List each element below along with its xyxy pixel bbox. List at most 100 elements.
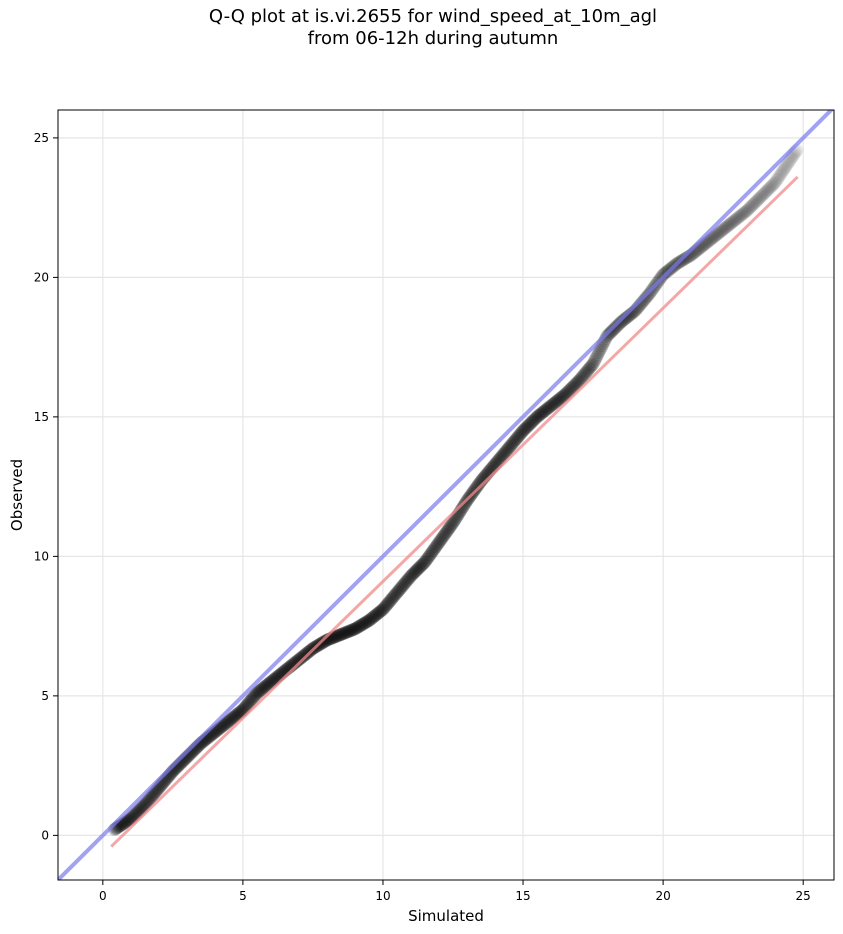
quantile-point — [435, 532, 449, 546]
quantile-point — [567, 379, 581, 393]
quantile-point — [233, 705, 247, 719]
y-tick-label: 25 — [34, 131, 49, 145]
quantile-point — [725, 215, 739, 229]
quantile-point — [751, 192, 765, 206]
quantile-point — [335, 627, 349, 641]
y-tick-label: 15 — [34, 410, 49, 424]
quantile-point — [145, 789, 159, 803]
quantile-point — [433, 533, 447, 547]
quantile-point — [561, 385, 575, 399]
quantile-point — [247, 690, 261, 704]
quantile-point — [762, 182, 776, 196]
quantile-point — [378, 600, 392, 614]
quantile-point — [215, 720, 229, 734]
quantile-point — [538, 403, 552, 417]
quantile-point — [735, 207, 749, 221]
quantile-point — [553, 392, 567, 406]
quantile-point — [533, 408, 547, 422]
quantile-point — [501, 442, 515, 456]
quantile-point — [514, 426, 528, 440]
quantile-point — [264, 675, 278, 689]
quantile-point — [354, 618, 368, 632]
quantile-point — [415, 558, 429, 572]
quantile-point — [572, 373, 586, 387]
quantile-point — [414, 559, 428, 573]
quantile-point — [730, 212, 744, 226]
quantile-point — [733, 209, 747, 223]
quantile-point — [539, 402, 553, 416]
quantile-point — [709, 228, 723, 242]
quantile-point — [146, 788, 160, 802]
quantile-point — [243, 694, 257, 708]
quantile-point — [223, 713, 237, 727]
quantile-point — [405, 568, 419, 582]
quantile-point — [776, 163, 790, 177]
quantile-point — [705, 232, 719, 246]
quantile-point — [721, 219, 735, 233]
quantile-point — [376, 602, 390, 616]
quantile-point — [375, 603, 389, 617]
quantile-point — [365, 611, 379, 625]
quantile-point — [520, 420, 534, 434]
quantile-point — [583, 361, 597, 375]
quantile-point — [370, 607, 384, 621]
quantile-point — [780, 158, 794, 172]
x-tick-label: 15 — [515, 889, 530, 903]
quantile-point — [470, 480, 484, 494]
quantile-point — [338, 626, 352, 640]
quantile-point — [410, 563, 424, 577]
x-tick-label: 25 — [796, 889, 811, 903]
quantile-point — [355, 618, 369, 632]
y-tick-label: 20 — [34, 270, 49, 284]
quantile-point — [577, 368, 591, 382]
x-tick-label: 5 — [239, 889, 247, 903]
quantile-point — [495, 449, 509, 463]
quantile-point — [457, 498, 471, 512]
quantile-point — [258, 680, 272, 694]
quantile-point — [222, 714, 236, 728]
quantile-point — [144, 790, 158, 804]
quantile-point — [136, 799, 150, 813]
quantile-point — [372, 606, 386, 620]
quantile-point — [424, 546, 438, 560]
quantile-point — [571, 374, 585, 388]
quantile-point — [731, 211, 745, 225]
axis-ticks: 0 5 10 15 20 25 0 5 10 15 20 25 — [34, 131, 811, 903]
quantile-point — [219, 716, 233, 730]
quantile-point — [779, 160, 793, 174]
quantile-point — [510, 431, 524, 445]
quantile-point — [710, 227, 724, 241]
quantile-point — [380, 598, 394, 612]
quantile-point — [767, 176, 781, 190]
quantile-point — [290, 654, 304, 668]
quantile-point — [763, 181, 777, 195]
plot-frame — [57, 109, 835, 881]
quantile-point — [576, 369, 590, 383]
quantile-point — [641, 289, 655, 303]
quantile-point — [121, 813, 135, 827]
quantile-point — [580, 364, 594, 378]
quantile-point — [218, 717, 232, 731]
quantile-point — [638, 291, 652, 305]
quantile-point — [507, 434, 521, 448]
quantile-point — [237, 701, 251, 715]
quantile-point — [333, 628, 347, 642]
quantile-point — [241, 697, 255, 711]
quantile-point — [366, 610, 380, 624]
quantile-point — [528, 412, 542, 426]
quantile-point — [503, 440, 517, 454]
quantile-point — [586, 357, 600, 371]
quantile-point — [531, 409, 545, 423]
quantile-point — [408, 565, 422, 579]
quantile-point — [441, 522, 455, 536]
quantile-point — [368, 608, 382, 622]
quantile-point — [506, 435, 520, 449]
quantile-point — [715, 224, 729, 238]
quantile-point — [750, 193, 764, 207]
quantile-point — [535, 406, 549, 420]
y-tick-label: 0 — [41, 828, 49, 842]
quantile-point — [500, 444, 514, 458]
quantile-point — [331, 629, 345, 643]
quantile-point — [616, 314, 630, 328]
quantile-point — [340, 625, 354, 639]
